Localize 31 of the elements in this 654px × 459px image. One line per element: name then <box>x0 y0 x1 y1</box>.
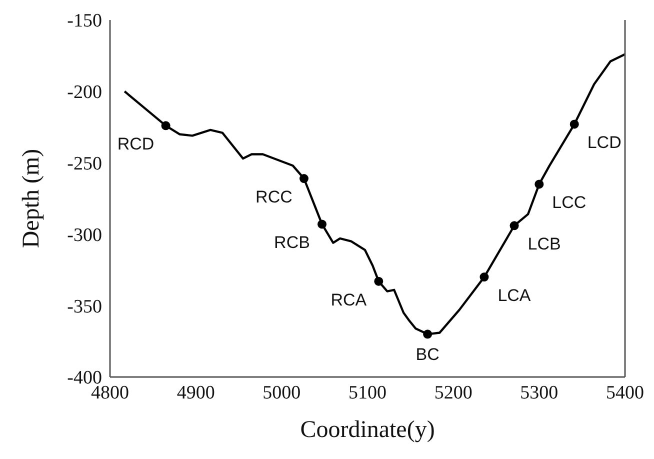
x-tick-label: 5000 <box>262 382 301 404</box>
point <box>318 220 327 229</box>
x-tick-label: 5100 <box>348 382 386 404</box>
annotation: LCB <box>528 234 561 254</box>
y-axis-title: Depth (m) <box>18 148 45 248</box>
annotation: RCA <box>330 290 368 310</box>
annotation: LCA <box>498 286 532 306</box>
y-tick-label: -150 <box>67 10 102 32</box>
point <box>534 180 544 189</box>
annotation: RCC <box>256 188 292 207</box>
annotation: RCD <box>117 134 154 154</box>
point <box>161 121 170 130</box>
y-tick-label: -200 <box>67 82 102 104</box>
point <box>480 272 489 282</box>
annotation: BC <box>416 345 440 364</box>
point <box>299 174 308 184</box>
x-tick-label: 5200 <box>434 382 472 404</box>
annotation: LCC <box>552 193 586 212</box>
x-tick-label: 4900 <box>176 382 215 404</box>
x-axis-title: Coordinate(y) <box>300 417 435 443</box>
y-tick-label: -350 <box>67 296 102 318</box>
y-tick-label: -300 <box>67 224 102 246</box>
point <box>570 120 579 129</box>
y-tick-label: -250 <box>67 154 102 175</box>
point <box>510 221 519 230</box>
point <box>374 276 384 286</box>
x-tick-label: 5300 <box>520 382 558 404</box>
annotation: LCD <box>587 133 622 152</box>
x-tick-label: 5400 <box>606 382 644 404</box>
point <box>423 330 432 339</box>
annotation: RCB <box>274 233 310 252</box>
